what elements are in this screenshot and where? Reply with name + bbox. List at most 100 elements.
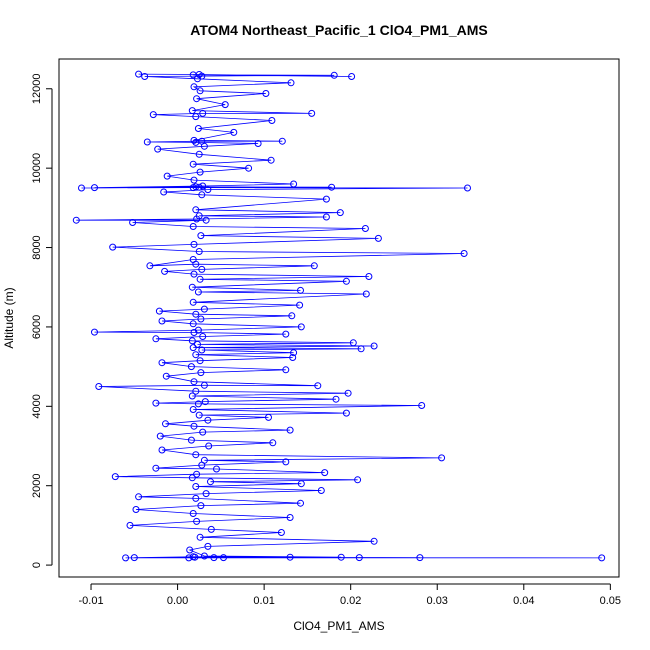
series-points — [72, 70, 606, 562]
data-point — [200, 381, 208, 389]
data-point — [196, 275, 204, 283]
data-point — [254, 140, 262, 147]
data-point — [189, 553, 197, 561]
data-point — [196, 533, 204, 541]
data-point — [361, 225, 369, 232]
data-point — [282, 330, 290, 338]
data-point — [193, 95, 201, 103]
data-point — [192, 451, 200, 459]
data-point — [190, 83, 198, 91]
data-point — [200, 552, 208, 560]
data-point — [152, 399, 160, 407]
data-point — [196, 168, 204, 176]
data-point — [286, 426, 294, 434]
data-point — [344, 389, 352, 397]
data-point — [314, 382, 322, 390]
data-point — [418, 402, 426, 409]
data-point — [205, 442, 213, 450]
data-point — [288, 312, 296, 320]
data-point — [190, 176, 198, 184]
data-point — [200, 456, 208, 464]
data-point — [195, 411, 203, 419]
data-point — [198, 346, 206, 354]
data-point — [192, 183, 200, 191]
data-point — [195, 212, 203, 220]
data-point — [202, 490, 210, 498]
data-point — [189, 256, 197, 263]
data-point — [195, 183, 203, 191]
data-point — [194, 340, 201, 348]
data-point — [72, 216, 80, 224]
data-point — [230, 128, 238, 136]
data-point — [322, 213, 330, 221]
x-tick-label: 0.04 — [513, 595, 534, 607]
data-point — [154, 145, 162, 153]
data-point — [199, 428, 207, 436]
data-point — [310, 262, 318, 270]
data-point — [287, 79, 295, 87]
data-point — [163, 172, 171, 180]
data-point — [190, 270, 198, 278]
chart-title: ATOM4 Northeast_Pacific_1 ClO4_PM1_AMS — [190, 22, 487, 38]
x-tick-label: 0.05 — [600, 595, 621, 607]
data-point — [188, 474, 196, 482]
data-point — [308, 109, 316, 117]
data-point — [152, 335, 160, 343]
x-tick-label: 0.02 — [340, 595, 361, 607]
data-point — [192, 310, 200, 318]
data-point — [438, 454, 446, 462]
data-point — [192, 206, 200, 214]
data-point — [204, 186, 212, 194]
data-point — [370, 342, 378, 350]
data-point — [197, 502, 205, 510]
data-point — [189, 223, 197, 230]
y-tick-label: 0 — [31, 562, 43, 568]
data-point — [189, 320, 197, 328]
data-point — [194, 326, 202, 334]
y-axis-label: Altitude (m) — [2, 287, 16, 348]
data-point — [158, 359, 166, 367]
data-point — [355, 554, 363, 562]
data-point — [342, 409, 350, 417]
x-tick-label: -0.01 — [78, 595, 103, 607]
data-point — [365, 273, 373, 280]
data-point — [194, 125, 202, 132]
data-point — [267, 156, 275, 164]
data-point — [188, 107, 196, 115]
x-tick-label: 0.00 — [167, 595, 188, 607]
y-tick-label: 4000 — [31, 394, 43, 418]
data-point — [268, 117, 276, 124]
data-point — [221, 101, 229, 109]
data-point — [213, 465, 220, 473]
data-point — [278, 137, 286, 145]
data-point — [160, 188, 168, 196]
data-point — [297, 499, 304, 507]
data-point — [322, 195, 330, 203]
data-point — [370, 537, 378, 545]
data-point — [348, 73, 356, 80]
data-point — [321, 469, 329, 477]
data-point — [416, 554, 424, 562]
data-point — [143, 138, 151, 146]
data-point — [269, 439, 277, 447]
data-point — [186, 546, 194, 554]
data-point — [155, 307, 163, 315]
y-axis: 0 2000 4000 6000 8000 10000 12000 — [31, 73, 53, 568]
data-point — [245, 164, 253, 172]
data-point — [265, 413, 272, 421]
data-point — [189, 298, 197, 306]
x-axis-label: ClO4_PM1_AMS — [293, 619, 384, 633]
y-tick-label: 10000 — [31, 153, 43, 184]
data-point — [204, 416, 212, 424]
data-point — [158, 317, 166, 325]
data-point — [190, 240, 198, 248]
data-point — [289, 354, 297, 361]
data-point — [201, 398, 209, 406]
data-point — [130, 554, 138, 562]
data-point — [195, 150, 203, 158]
data-point — [204, 542, 212, 550]
data-point — [195, 71, 203, 78]
data-point — [132, 506, 140, 513]
data-point — [357, 345, 365, 353]
data-point — [196, 357, 204, 365]
